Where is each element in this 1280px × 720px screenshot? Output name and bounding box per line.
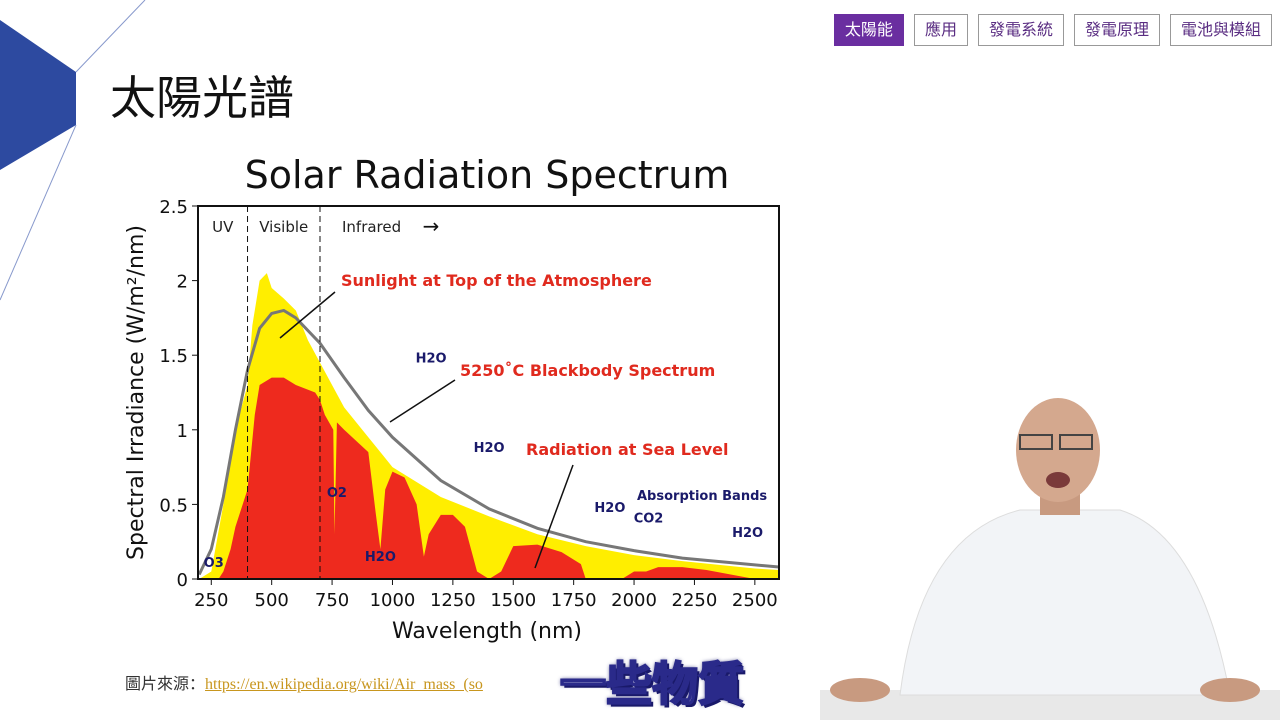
absorber-label: H2O (594, 501, 625, 516)
absorber-label: O3 (204, 556, 224, 571)
video-subtitle: 一些物質 (559, 656, 745, 712)
x-tick-label: 1250 (430, 590, 476, 611)
x-tick-label: 1500 (490, 590, 536, 611)
y-axis-label: Spectral Irradiance (W/m²/nm) (124, 225, 149, 560)
absorber-label: H2O (732, 526, 763, 541)
x-tick-label: 1000 (370, 590, 416, 611)
absorber-label: O2 (327, 486, 347, 501)
tab-cells-modules[interactable]: 電池與模組 (1169, 14, 1272, 46)
lecturer-video (820, 398, 1280, 720)
series-line-blackbody (198, 308, 779, 576)
absorber-label: H2O (416, 352, 447, 367)
annotation-toa: Sunlight at Top of the Atmosphere (341, 271, 652, 290)
tab-power-system[interactable]: 發電系統 (977, 14, 1064, 46)
source-link[interactable]: https://en.wikipedia.org/wiki/Air_mass_(… (205, 676, 483, 693)
y-tick-label: 0.5 (159, 495, 188, 516)
annotation-arrow (279, 291, 336, 339)
image-source: 圖片來源：https://en.wikipedia.org/wiki/Air_m… (125, 670, 483, 694)
x-tick-label: 2500 (732, 590, 778, 611)
series-area-1 (218, 377, 779, 579)
y-tick-label: 2 (177, 272, 188, 293)
annotation-sea-level: Radiation at Sea Level (526, 440, 729, 459)
decorative-triangles (0, 0, 146, 301)
tab-solar[interactable]: 太陽能 (833, 14, 904, 46)
top-nav: 太陽能 應用 發電系統 發電原理 電池與模組 (833, 14, 1272, 46)
x-axis-label: Wavelength (nm) (392, 619, 582, 644)
y-tick-label: 1.5 (159, 346, 188, 367)
x-tick-label: 250 (194, 590, 228, 611)
tab-principle[interactable]: 發電原理 (1073, 14, 1160, 46)
source-label: 圖片來源： (125, 676, 206, 693)
x-tick-label: 2250 (672, 590, 718, 611)
tab-application[interactable]: 應用 (913, 14, 968, 46)
chart-title: Solar Radiation Spectrum (245, 153, 730, 197)
infrared-arrow: → (423, 214, 440, 238)
y-tick-label: 0 (177, 570, 188, 591)
absorber-label: H2O (365, 550, 396, 565)
region-label: Visible (259, 218, 308, 236)
annotation-arrow (534, 464, 574, 569)
region-label: UV (212, 218, 234, 236)
x-tick-label: 750 (315, 590, 349, 611)
y-tick-label: 1 (177, 421, 188, 442)
absorber-label: CO2 (634, 511, 664, 526)
y-tick-label: 2.5 (159, 197, 188, 218)
annotation-absorption-bands: Absorption Bands (637, 489, 767, 504)
x-tick-label: 1750 (551, 590, 597, 611)
annotation-arrow (389, 379, 456, 423)
annotation-blackbody: 5250˚C Blackbody Spectrum (460, 361, 715, 380)
solar-spectrum-chart: Solar Radiation Spectrum UV Visible Infrare… (124, 153, 780, 644)
region-label: Infrared (342, 218, 401, 236)
plot-frame (197, 205, 780, 580)
slide-title: 太陽光譜 (110, 71, 294, 125)
absorber-label: H2O (474, 441, 505, 456)
x-tick-label: 2000 (611, 590, 657, 611)
x-tick-label: 500 (255, 590, 289, 611)
